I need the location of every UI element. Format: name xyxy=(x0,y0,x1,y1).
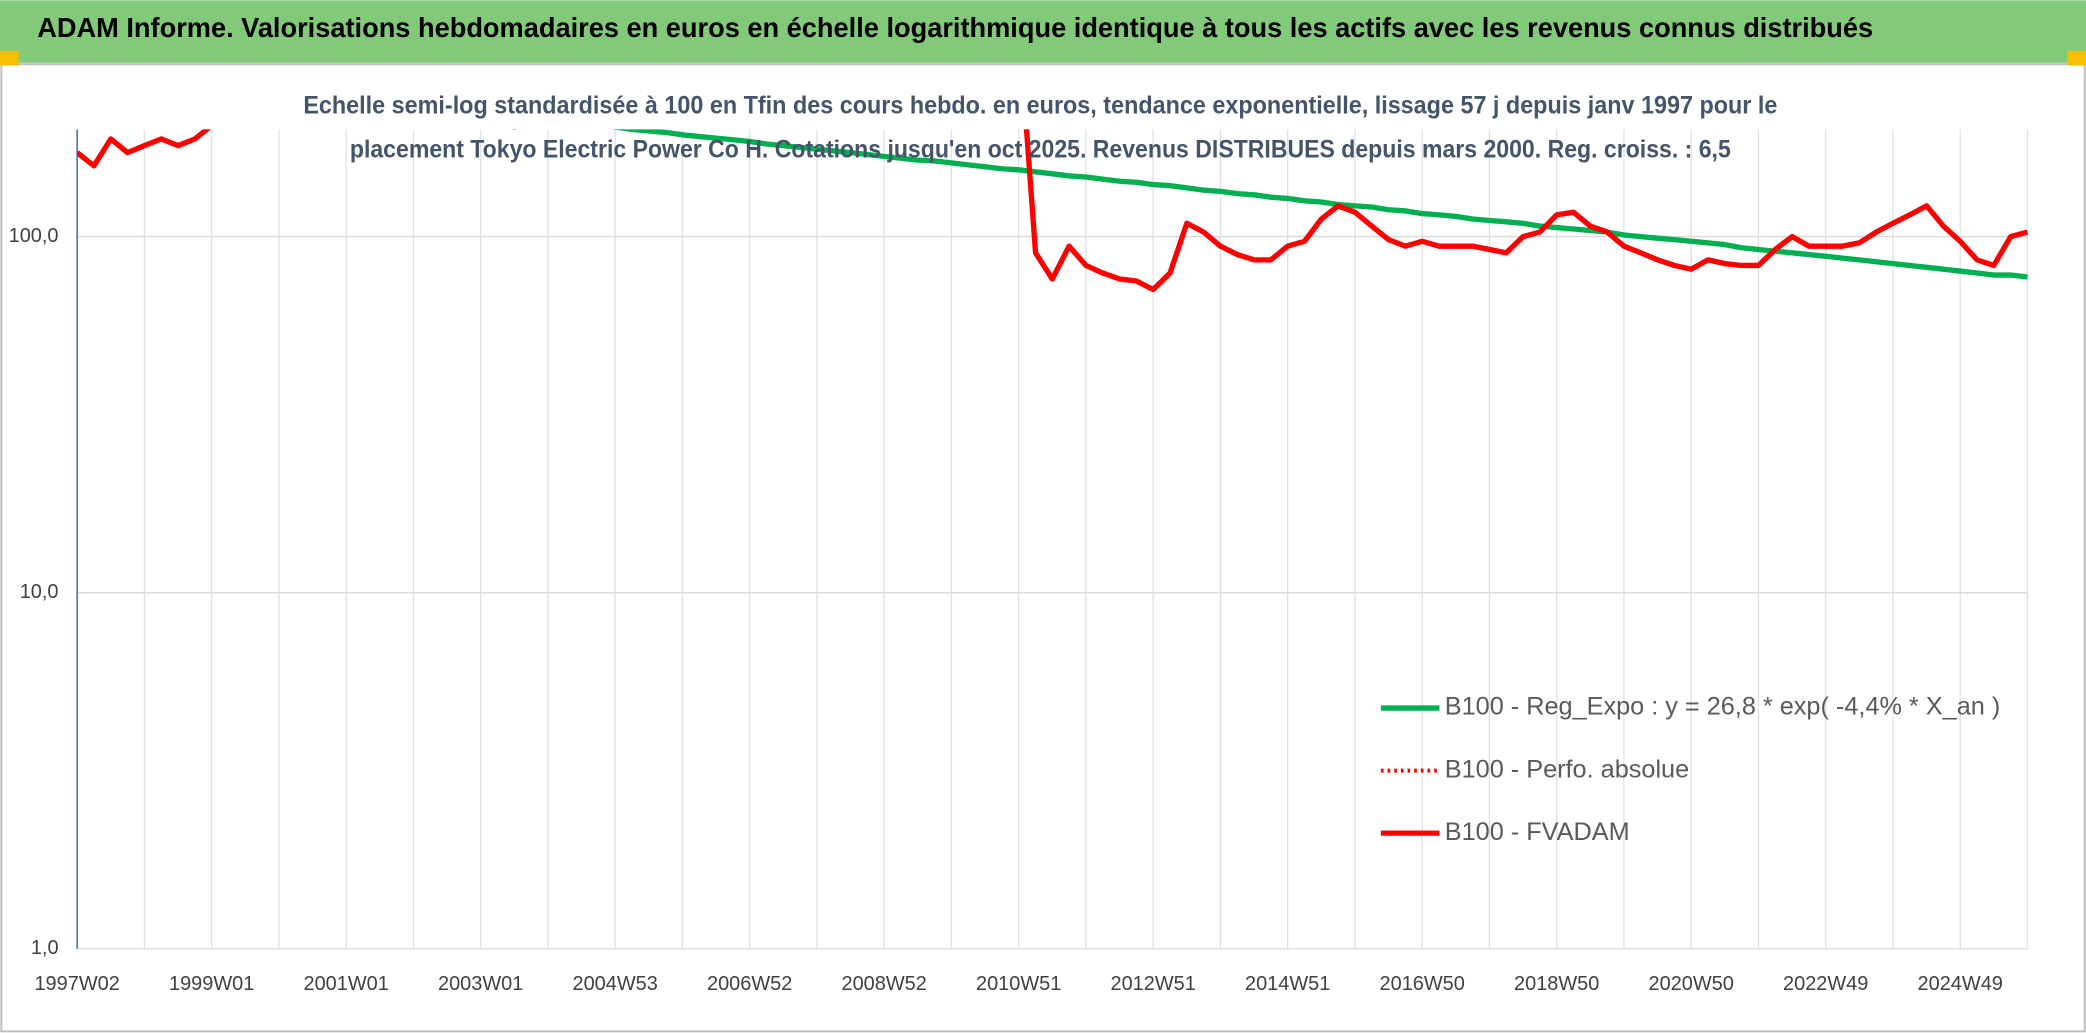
x-tick-label: 1999W01 xyxy=(169,973,254,995)
x-tick-label: 2008W52 xyxy=(842,973,927,995)
x-tick-label: 2001W01 xyxy=(303,973,388,995)
header-title: ADAM Informe. Valorisations hebdomadaire… xyxy=(37,12,1873,43)
y-tick-label: 10,0 xyxy=(20,581,59,603)
frame xyxy=(0,63,2086,1033)
x-tick-label: 2018W50 xyxy=(1514,973,1599,995)
x-tick-label: 2003W01 xyxy=(438,973,523,995)
corner-mark xyxy=(0,50,19,66)
corner-mark xyxy=(2067,50,2086,66)
legend-label: B100 - Perfo. absolue xyxy=(1445,755,1689,783)
x-tick-label: 2014W51 xyxy=(1245,973,1330,995)
series-line xyxy=(610,129,2028,280)
y-tick-label: 100,0 xyxy=(9,225,59,247)
x-tick-label: 2016W50 xyxy=(1380,973,1465,995)
x-tick-label: 2004W53 xyxy=(572,973,657,995)
x-tick-label: 2024W49 xyxy=(1918,973,2003,995)
header-banner xyxy=(0,0,2086,63)
x-tick-label: 2020W50 xyxy=(1649,973,1734,995)
legend-label: B100 - Reg_Expo : y = 26,8 * exp( -4,4% … xyxy=(1445,693,2000,721)
plot-area xyxy=(77,129,2029,293)
x-tick-label: 2012W51 xyxy=(1111,973,1196,995)
chart-title: Echelle semi-log standardisée à 100 en T… xyxy=(303,91,1777,119)
x-tick-label: 1997W02 xyxy=(34,973,119,995)
x-tick-label: 2006W52 xyxy=(707,973,792,995)
x-tick-label: 2022W49 xyxy=(1783,973,1868,995)
series-line xyxy=(77,129,2029,293)
y-tick-label: 1,0 xyxy=(31,937,59,959)
legend-label: B100 - FVADAM xyxy=(1445,818,1630,846)
x-tick-label: 2010W51 xyxy=(976,973,1061,995)
chart-title: placement Tokyo Electric Power Co H. Cot… xyxy=(350,135,1731,163)
